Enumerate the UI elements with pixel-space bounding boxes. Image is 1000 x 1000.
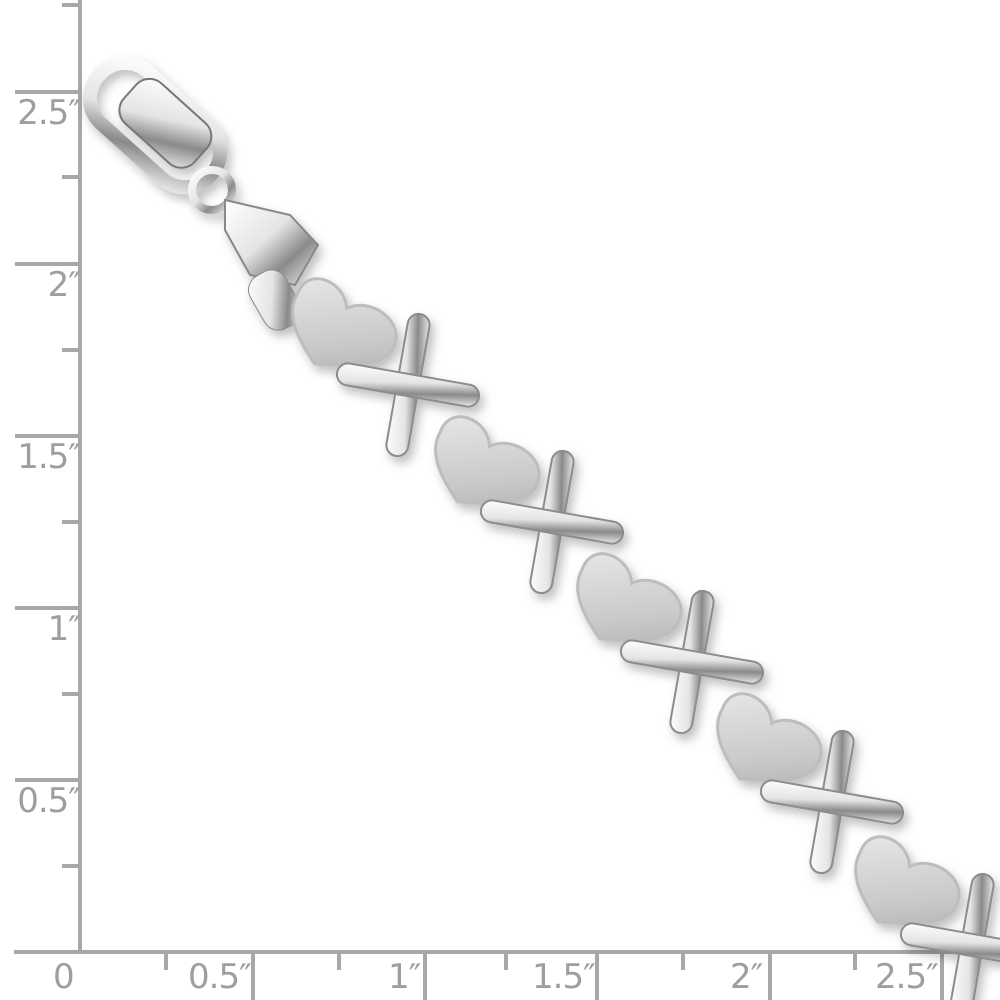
heart-link: [576, 552, 683, 643]
ruler-label-1.5-h: 1.5″: [532, 957, 596, 997]
ruler-minor-tick: [62, 3, 80, 7]
ruler-minor-tick: [62, 864, 80, 868]
ruler-major-tick: [15, 606, 80, 610]
x-link: [335, 312, 481, 458]
ruler-major-tick: [251, 952, 255, 1000]
ruler-label-0.5: 0.5″: [17, 781, 81, 821]
ruler-label-0.5-h: 0.5″: [188, 957, 252, 997]
ruler-major-tick: [768, 952, 772, 1000]
ruler-label-1-h: 1″: [388, 957, 421, 997]
ruler-major-tick: [15, 262, 80, 266]
heart-link: [716, 692, 823, 783]
ruler-minor-tick: [337, 952, 341, 970]
heart-link: [291, 277, 398, 368]
heart-link: [434, 415, 541, 506]
x-link: [619, 589, 765, 735]
ruler-major-tick: [15, 434, 80, 438]
ruler: [14, 0, 1000, 1000]
ruler-minor-tick: [681, 952, 685, 970]
ruler-minor-tick: [62, 175, 80, 179]
ruler-major-tick: [595, 952, 599, 1000]
ruler-minor-tick: [853, 952, 857, 970]
ruler-minor-tick: [62, 348, 80, 352]
x-link: [899, 872, 1000, 1000]
ruler-major-tick: [423, 952, 427, 1000]
ruler-label-0: 0: [53, 957, 75, 997]
ruler-label-2.5-h: 2.5″: [875, 957, 939, 997]
ruler-minor-tick: [62, 692, 80, 696]
ruler-vertical-line: [78, 0, 82, 954]
x-link: [479, 449, 625, 595]
ruler-label-1: 1″: [47, 609, 81, 649]
ruler-minor-tick: [504, 952, 508, 970]
bracelet: [82, 55, 1000, 1000]
ruler-label-2: 2″: [47, 265, 81, 305]
ruler-label-1.5: 1.5″: [17, 437, 81, 477]
end-cap: [248, 269, 302, 331]
lobster-clasp: [82, 55, 320, 287]
heart-link: [854, 835, 961, 926]
ruler-major-tick: [15, 778, 80, 782]
ruler-label-2-h: 2″: [730, 957, 763, 997]
ruler-minor-tick: [164, 952, 168, 970]
ruler-minor-tick: [62, 520, 80, 524]
ruler-major-tick: [15, 90, 80, 94]
ruler-label-2.5: 2.5″: [17, 93, 81, 133]
ruler-major-tick: [940, 952, 944, 1000]
x-link: [759, 729, 905, 875]
